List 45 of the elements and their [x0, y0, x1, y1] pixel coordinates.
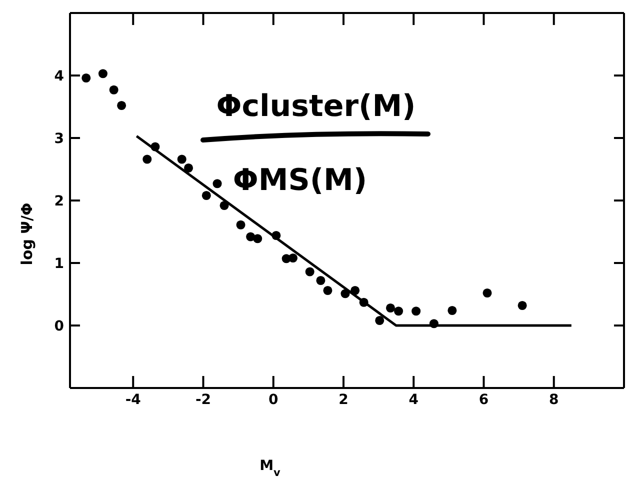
y-tick-label: 4 [54, 68, 64, 84]
point [394, 306, 404, 316]
x-axis-title: M$_{v}$ [260, 458, 281, 479]
point [323, 286, 332, 296]
y-tick-label: 1 [54, 256, 64, 272]
point [429, 319, 438, 328]
point [212, 179, 222, 188]
x-tick-label: 2 [338, 392, 348, 408]
point [253, 234, 262, 244]
point [518, 300, 527, 310]
point [375, 316, 384, 326]
x-tick-label: 4 [408, 392, 419, 408]
point [448, 306, 457, 316]
x-tick-label: 6 [478, 392, 489, 408]
x-tick-label: 8 [549, 392, 559, 408]
x-tick-label: -4 [125, 392, 142, 408]
point [184, 163, 194, 173]
point [220, 200, 229, 210]
point [150, 142, 160, 152]
point [202, 190, 211, 200]
point [340, 289, 350, 298]
point [350, 286, 360, 296]
point [177, 154, 186, 164]
annotation: ΦMS(M) [232, 163, 368, 198]
x-tick-label: 0 [268, 392, 278, 408]
point [82, 73, 91, 83]
point [109, 85, 118, 94]
annotation: Φcluster(M) [216, 89, 416, 124]
point [386, 303, 395, 313]
point [98, 69, 108, 78]
y-axis-title: log Ψ/Φ [18, 202, 36, 266]
point [359, 298, 368, 307]
point [117, 100, 126, 110]
point [412, 306, 421, 316]
point [142, 154, 152, 164]
point [288, 253, 298, 263]
y-tick-label: 2 [54, 193, 64, 210]
y-tick-label: 0 [54, 318, 64, 334]
point [316, 276, 326, 286]
x-tick-label: -2 [195, 392, 212, 408]
point [305, 267, 314, 276]
point [482, 288, 492, 298]
point [236, 220, 246, 230]
point [272, 230, 281, 240]
y-tick-label: 3 [54, 130, 64, 147]
